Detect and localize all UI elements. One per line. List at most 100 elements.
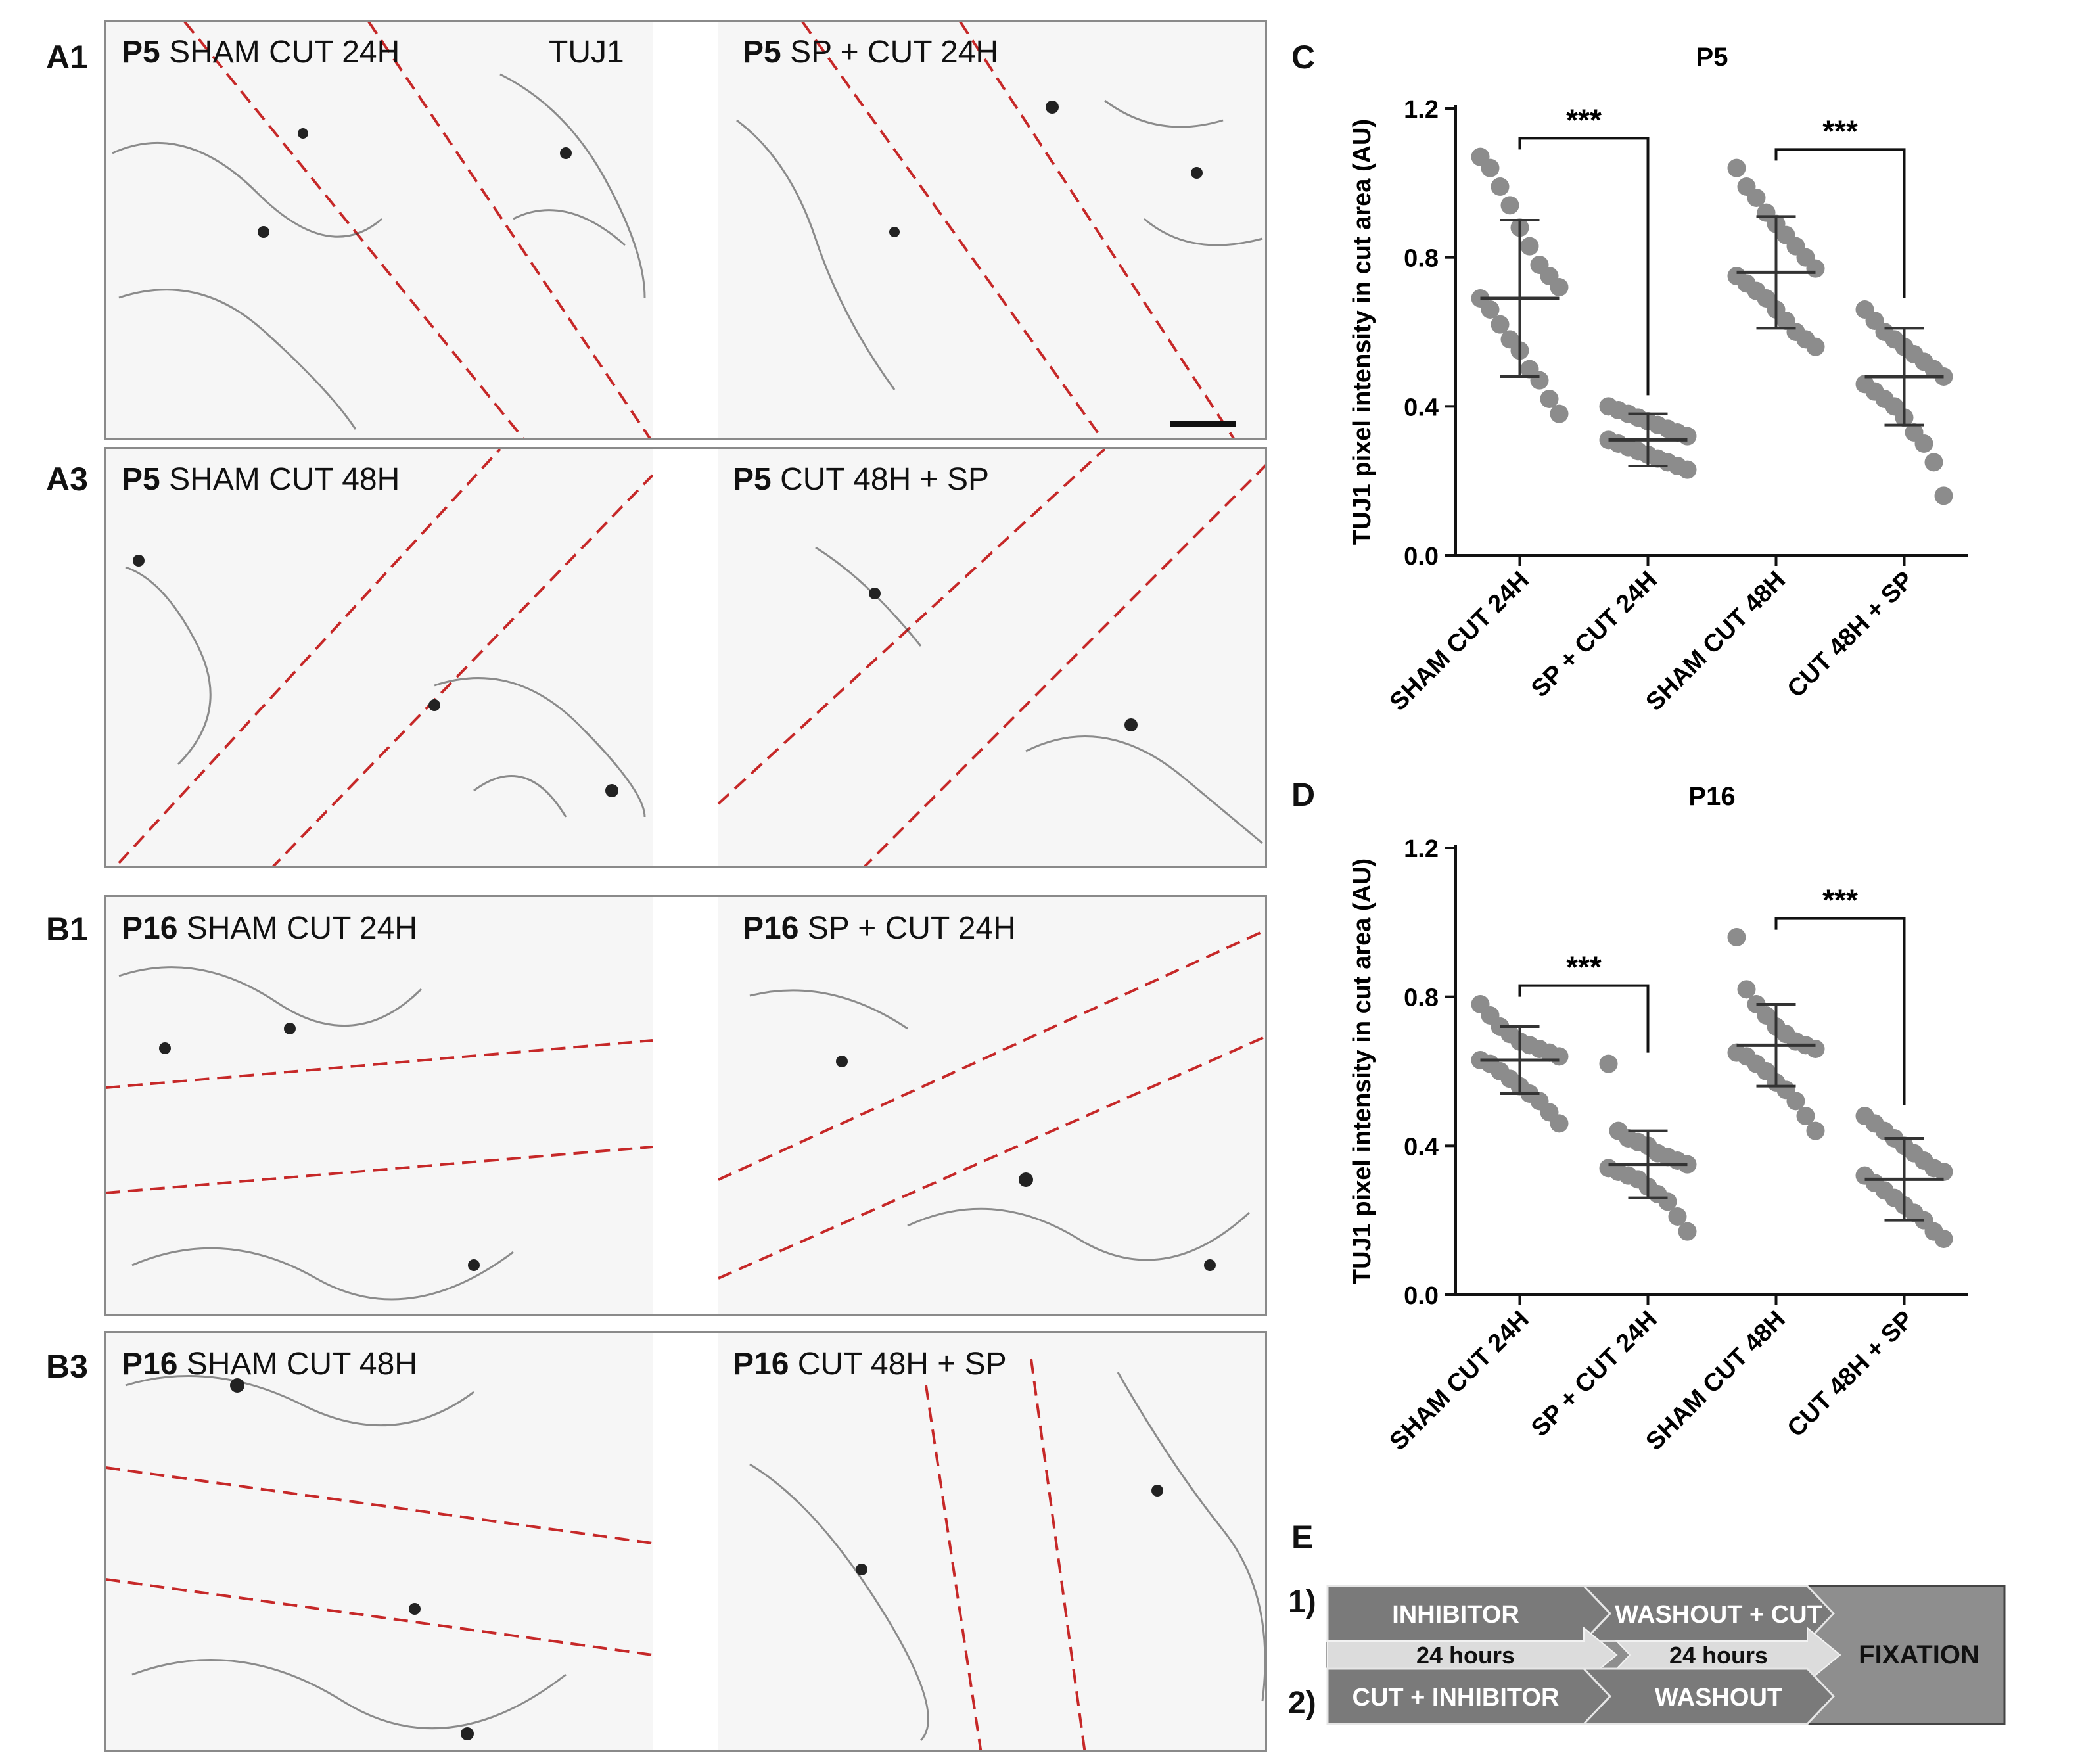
cut-lines: [118, 449, 1265, 866]
micrograph-row-b3-b4: [104, 1331, 1267, 1752]
chart-c-p5: P5 TUJ1 pixel intensity in cut area (AU) 0…: [1349, 43, 1968, 716]
data-point: [1806, 1121, 1825, 1140]
data-point: [1678, 460, 1697, 479]
hours-label-2: 24 hours: [1669, 1642, 1768, 1669]
data-point: [1599, 1054, 1618, 1073]
data-point: [1934, 1230, 1953, 1248]
data-point: [1934, 486, 1953, 505]
data-point: [1481, 158, 1500, 177]
data-point: [1914, 434, 1933, 453]
cut-lines: [112, 22, 1263, 438]
y-tick-label: 0.4: [1404, 1133, 1439, 1161]
y-tick-label: 0.8: [1404, 245, 1439, 273]
x-tick-label: SP + CUT 24H: [1526, 1306, 1663, 1443]
cut-lines: [106, 929, 1265, 1301]
caption-a1: P5 SHAM CUT 24H: [122, 35, 400, 70]
data-point: [1500, 196, 1519, 215]
significance-bracket: [1518, 984, 1650, 1053]
y-axis-label: TUJ1 pixel intensity in cut area (AU): [1349, 119, 1376, 545]
hours-label-1: 24 hours: [1416, 1642, 1515, 1669]
y-tick-label: 1.2: [1404, 835, 1439, 863]
cut-lines: [106, 1358, 1265, 1750]
x-tick-label: SHAM CUT 24H: [1385, 567, 1535, 716]
data-point: [1481, 300, 1500, 319]
panel-separator: [653, 1333, 718, 1750]
inhibitor-label: INHIBITOR: [1392, 1601, 1519, 1629]
data-point: [1678, 1222, 1697, 1241]
micrograph-row-a1-a2: [104, 20, 1267, 440]
label-e: E: [1291, 1519, 1314, 1556]
caption-b3: P16 SHAM CUT 48H: [122, 1347, 417, 1381]
significance-bracket: [1774, 917, 1906, 1105]
data-point: [1540, 390, 1559, 408]
data-point: [1491, 315, 1510, 334]
data-point: [1747, 189, 1766, 207]
panel-separator: [653, 449, 718, 866]
data-point: [1727, 928, 1746, 946]
x-tick-label: CUT 48H + SP: [1782, 1306, 1919, 1443]
data-point: [1520, 237, 1539, 256]
washout-cut-label: WASHOUT + CUT: [1615, 1601, 1822, 1629]
y-tick-label: 1.2: [1404, 96, 1439, 124]
data-point: [1678, 427, 1697, 446]
data-point: [1924, 453, 1943, 472]
y-tick-label: 0.8: [1404, 985, 1439, 1012]
x-tick-label: SHAM CUT 24H: [1385, 1306, 1535, 1456]
data-point: [1786, 1092, 1805, 1111]
caption-b4: P16 CUT 48H + SP: [733, 1347, 1007, 1381]
data-point: [1796, 1107, 1815, 1125]
label-b3: B3: [46, 1348, 88, 1385]
row2-label: 2): [1288, 1686, 1316, 1721]
x-tick-label: SHAM CUT 48H: [1641, 567, 1791, 716]
significance-bracket: [1518, 137, 1650, 396]
caption-a3: P5 SHAM CUT 48H: [122, 462, 400, 497]
x-tick-label: CUT 48H + SP: [1782, 567, 1919, 703]
significance-bracket: [1774, 148, 1906, 298]
data-point: [1806, 1040, 1825, 1058]
significance-label: ***: [1822, 114, 1858, 148]
y-tick-label: 0.0: [1404, 1282, 1439, 1310]
chart-title: P16: [1688, 782, 1735, 811]
caption-b2: P16 SP + CUT 24H: [743, 911, 1016, 946]
significance-label: ***: [1822, 883, 1858, 917]
data-point: [1550, 278, 1569, 296]
stain-label-tuj1: TUJ1: [549, 35, 624, 70]
data-point: [1737, 980, 1756, 999]
washout-label: WASHOUT: [1655, 1684, 1782, 1711]
micrograph-row-a3-a4: [104, 447, 1267, 868]
micrograph-row-b1-b2: [104, 895, 1267, 1316]
caption-a2: P5 SP + CUT 24H: [743, 35, 999, 70]
chart-title: P5: [1696, 43, 1728, 72]
data-point: [1550, 1114, 1569, 1133]
data-point: [1550, 404, 1569, 423]
y-axis-label: TUJ1 pixel intensity in cut area (AU): [1349, 858, 1376, 1284]
label-a3: A3: [46, 461, 88, 498]
experimental-scheme: 1) 2) INHIBITOR WASHOUT + CUT 24 hours 2…: [1288, 1585, 2006, 1725]
row1-label: 1): [1288, 1585, 1316, 1619]
caption-a4: P5 CUT 48H + SP: [733, 462, 989, 497]
fixation-label: FIXATION: [1859, 1640, 1979, 1669]
washout-step: [1581, 1667, 1836, 1725]
x-tick-label: SHAM CUT 48H: [1641, 1306, 1791, 1456]
panel-separator: [653, 22, 718, 438]
data-point: [1668, 1207, 1687, 1226]
label-c: C: [1291, 39, 1316, 76]
data-point: [1806, 337, 1825, 356]
y-tick-label: 0.4: [1404, 394, 1439, 421]
significance-label: ***: [1566, 103, 1602, 137]
panel-separator: [653, 897, 718, 1314]
significance-label: ***: [1566, 950, 1602, 985]
chart-d-p16: P16 TUJ1 pixel intensity in cut area (AU)…: [1349, 782, 1968, 1456]
caption-b1: P16 SHAM CUT 24H: [122, 911, 417, 946]
label-d: D: [1291, 776, 1316, 813]
x-tick-label: SP + CUT 24H: [1526, 567, 1663, 703]
y-tick-label: 0.0: [1404, 543, 1439, 570]
cut-inhibitor-label: CUT + INHIBITOR: [1353, 1684, 1560, 1711]
label-a1: A1: [46, 39, 88, 76]
data-point: [1806, 259, 1825, 278]
data-point: [1934, 1163, 1953, 1181]
data-point: [1550, 1047, 1569, 1066]
data-point: [1530, 371, 1549, 390]
data-point: [1491, 177, 1510, 196]
data-point: [1727, 158, 1746, 177]
